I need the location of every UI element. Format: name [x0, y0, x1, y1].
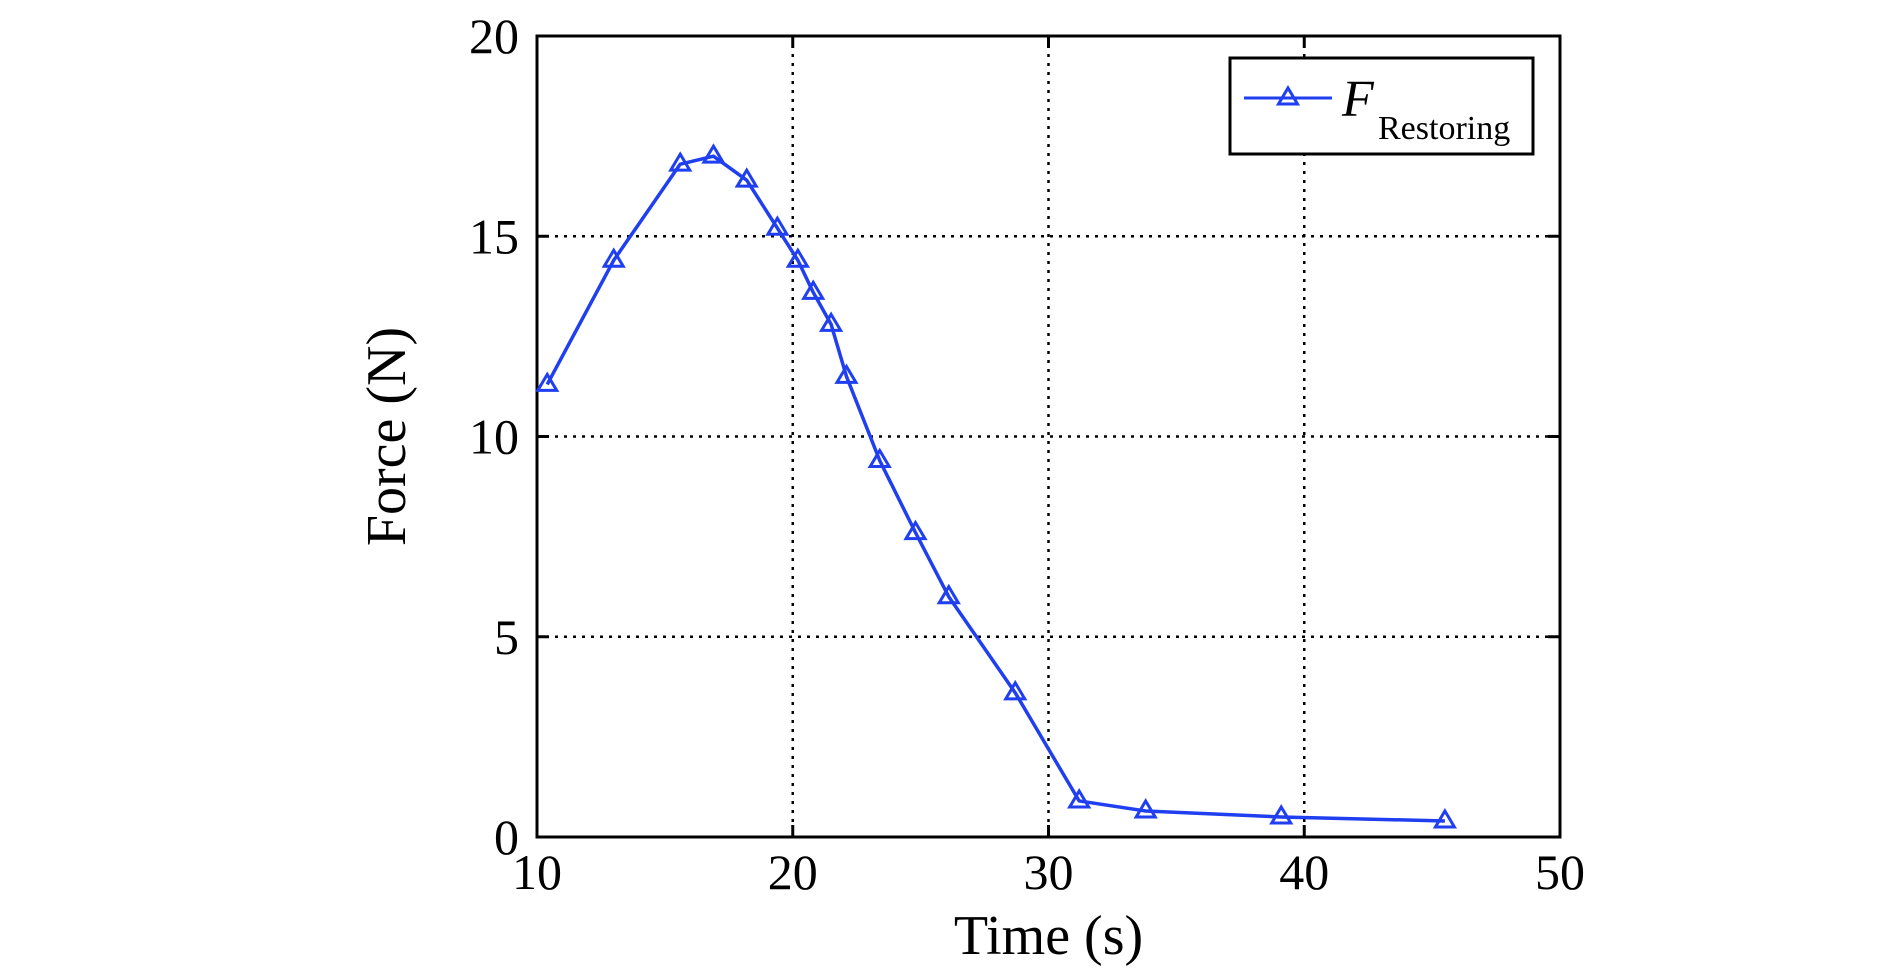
data-point-marker [818, 311, 844, 332]
data-point-marker [867, 447, 892, 469]
x-tick-label: 30 [1024, 844, 1074, 900]
data-point-marker [765, 215, 790, 236]
y-tick-label: 20 [469, 8, 519, 64]
axis-ticks: 10 20 30 40 50 0 5 10 15 20 [469, 8, 1585, 900]
data-point-marker [936, 583, 961, 605]
series-line [545, 154, 1445, 823]
y-tick-label: 15 [469, 208, 519, 264]
data-point-marker [903, 519, 928, 541]
y-tick-label: 0 [494, 809, 519, 865]
legend-series-subscript: Restoring [1378, 110, 1510, 147]
x-tick-label: 50 [1535, 844, 1585, 900]
x-tick-label: 10 [512, 844, 562, 900]
data-point-marker [801, 279, 826, 300]
y-tick-label: 10 [469, 409, 519, 465]
x-axis-title: Time (s) [954, 905, 1143, 967]
data-point-marker [601, 247, 626, 268]
data-point-marker [785, 247, 811, 268]
series-layer [535, 143, 1458, 829]
y-axis-title: Force (N) [356, 327, 418, 546]
legend-triangle-marker [1275, 85, 1301, 106]
data-point-marker [1067, 788, 1092, 809]
data-point-marker [1133, 798, 1158, 819]
legend-box [1228, 56, 1535, 156]
data-point-marker [701, 143, 726, 164]
grid-lines [537, 36, 1560, 837]
data-point-marker [1269, 804, 1294, 825]
x-tick-label: 20 [768, 844, 818, 900]
data-point-marker [1432, 808, 1458, 829]
data-point-marker [1003, 679, 1028, 701]
data-point-marker [668, 151, 693, 172]
data-point-marker [734, 167, 759, 188]
y-tick-label: 5 [494, 609, 519, 665]
data-point-marker [834, 363, 859, 384]
legend: F Restoring [1228, 56, 1535, 156]
legend-series-label: F [1341, 71, 1375, 128]
x-tick-label: 40 [1279, 844, 1329, 900]
data-point-marker [535, 371, 560, 392]
